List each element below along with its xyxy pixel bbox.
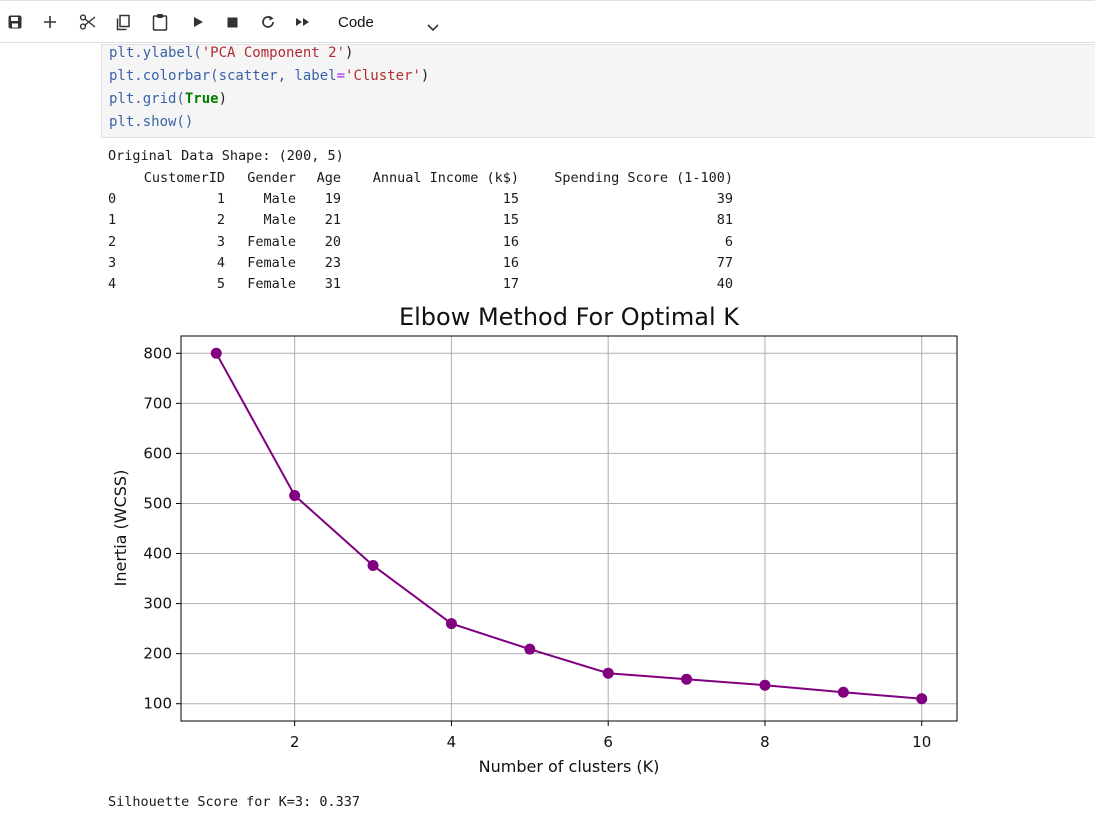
table-cell: 4 — [216, 254, 225, 271]
table-cell: 39 — [716, 191, 733, 207]
table-cell: Male — [263, 191, 296, 207]
code-string: 'PCA Component 2' — [201, 45, 346, 61]
table-cell: Female — [247, 254, 296, 271]
y-tick-label: 100 — [143, 695, 172, 713]
code-token: ) — [420, 68, 430, 84]
code-string: 'Cluster' — [345, 68, 421, 84]
x-tick-label: 8 — [760, 733, 770, 751]
stop-icon[interactable] — [221, 11, 243, 33]
table-cell: 5 — [216, 276, 225, 293]
plus-icon[interactable] — [39, 11, 61, 33]
table-cell: 20 — [324, 233, 341, 250]
code-line: plt.ylabel('PCA Component 2') — [109, 45, 353, 61]
code-token: ) — [345, 45, 354, 61]
table-cell: 23 — [324, 254, 341, 271]
y-tick-label: 300 — [143, 595, 172, 613]
x-tick-label: 2 — [290, 733, 300, 751]
table-header: Annual Income (k$) — [372, 170, 519, 186]
code-line: plt.grid(True) — [109, 91, 227, 107]
table-cell: 19 — [324, 191, 341, 207]
y-tick-label: 800 — [143, 344, 172, 362]
paste-icon[interactable] — [149, 11, 171, 33]
table-header: CustomerID — [143, 170, 225, 186]
table-cell: 2 — [216, 212, 225, 229]
chart-gridlines — [181, 336, 957, 721]
code-keyword: True — [184, 91, 219, 107]
table-cell: 6 — [724, 233, 733, 250]
chart-ticks: 2 4 6 8 10 100 200 300 400 500 600 700 800 — [143, 344, 931, 751]
code-token: plt.show() — [109, 114, 194, 130]
data-point — [681, 673, 693, 685]
save-icon[interactable] — [4, 11, 26, 33]
output-shape-line: Original Data Shape: (200, 5) — [108, 148, 344, 164]
code-cell-input[interactable]: plt.ylabel('PCA Component 2') plt.colorb… — [101, 44, 1095, 138]
code-token: plt.colorbar(scatter, label — [109, 68, 337, 84]
restart-icon[interactable] — [257, 11, 279, 33]
table-header: Spending Score (1-100) — [554, 170, 733, 186]
code-token: plt.grid( — [109, 91, 185, 107]
chevron-down-icon[interactable] — [427, 19, 439, 37]
y-tick-label: 400 — [143, 545, 172, 563]
table-cell: 81 — [716, 212, 733, 229]
series-line — [215, 352, 922, 700]
data-point — [759, 679, 771, 691]
code-token: plt.ylabel( — [109, 45, 202, 61]
y-axis-label: Inertia (WCSS) — [111, 470, 130, 587]
x-tick-label: 4 — [447, 733, 457, 751]
table-cell: 77 — [716, 254, 733, 271]
table-cell: 15 — [502, 191, 519, 207]
y-tick-label: 700 — [143, 394, 172, 412]
code-line: plt.colorbar(scatter, label='Cluster') — [109, 68, 429, 84]
x-axis-label: Number of clusters (K) — [479, 757, 660, 776]
copy-icon[interactable] — [112, 11, 134, 33]
y-tick-label: 600 — [143, 444, 172, 462]
data-point — [289, 489, 301, 501]
table-cell: Female — [247, 276, 296, 293]
code-line: plt.show() — [109, 114, 193, 130]
table-cell: 40 — [716, 276, 733, 293]
table-cell: 16 — [502, 233, 519, 250]
scissors-icon[interactable] — [77, 11, 99, 33]
table-header: Gender — [247, 170, 296, 186]
x-tick-label: 10 — [912, 733, 931, 751]
table-cell: Male — [263, 212, 296, 229]
chart-title: Elbow Method For Optimal K — [399, 303, 740, 331]
notebook-toolbar: Code — [0, 0, 1095, 43]
y-tick-label: 500 — [143, 494, 172, 512]
table-cell: Female — [247, 233, 296, 250]
table-cell: 1 — [216, 191, 225, 207]
fast-forward-icon[interactable] — [292, 11, 314, 33]
data-point — [445, 618, 457, 630]
table-cell: 16 — [502, 254, 519, 271]
table-header: Age — [316, 170, 341, 186]
table-row-index: 3 — [108, 254, 117, 271]
code-token: ) — [218, 91, 228, 107]
y-tick-label: 200 — [143, 645, 172, 663]
data-point — [602, 667, 614, 679]
code-operator: = — [336, 68, 346, 84]
table-cell: 15 — [502, 212, 519, 229]
data-point — [837, 686, 849, 698]
table-row-index: 4 — [108, 276, 117, 293]
table-row-index: 0 — [108, 191, 117, 207]
silhouette-output: Silhouette Score for K=3: 0.337 — [108, 794, 360, 810]
run-icon[interactable] — [187, 11, 209, 33]
data-point — [210, 347, 222, 359]
table-row-index: 1 — [108, 212, 117, 229]
chart-plot-frame — [180, 335, 958, 722]
table-cell: 3 — [216, 233, 225, 250]
table-row-index: 2 — [108, 233, 117, 250]
table-cell: 31 — [324, 276, 341, 293]
data-point — [367, 560, 379, 572]
table-cell: 21 — [324, 212, 341, 229]
data-point — [524, 643, 536, 655]
cell-type-select[interactable]: Code — [338, 14, 374, 31]
x-tick-label: 6 — [603, 733, 613, 751]
series-points — [210, 347, 928, 705]
table-cell: 17 — [502, 276, 519, 293]
data-point — [916, 693, 928, 705]
